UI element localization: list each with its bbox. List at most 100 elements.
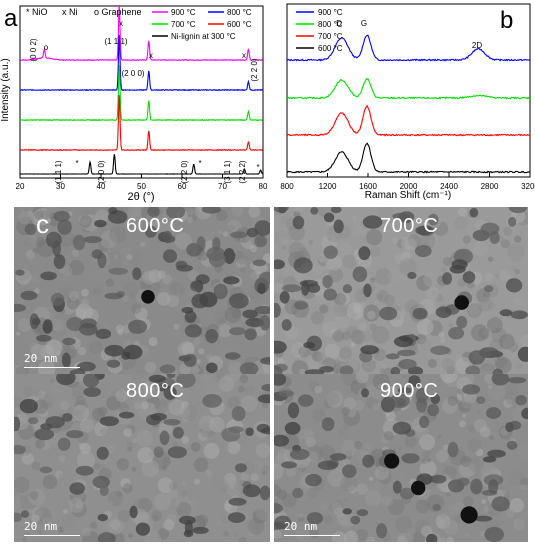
tem-particle	[14, 416, 21, 432]
tem-grain	[23, 236, 34, 248]
tem-particle	[397, 349, 416, 357]
tem-particle	[261, 384, 270, 392]
tem-grain	[105, 278, 114, 287]
tem-grain	[162, 457, 171, 466]
tem-particle	[99, 484, 109, 496]
tem-grain	[23, 386, 34, 398]
tem-grain	[385, 498, 393, 507]
tem-grain	[312, 409, 326, 422]
tem-grain	[510, 265, 517, 271]
tem-grain	[307, 358, 319, 370]
raman-series-line	[286, 34, 531, 62]
tem-grain	[500, 488, 508, 495]
tem-grain	[392, 443, 402, 454]
tem-grain	[249, 271, 258, 280]
tem-grain	[333, 293, 347, 306]
tem-grain	[237, 385, 245, 393]
tem-image-700: 700°C	[274, 207, 528, 374]
tem-grain	[394, 252, 407, 264]
tem-grain	[293, 359, 302, 367]
tem-grain	[515, 210, 528, 226]
tem-grain	[80, 298, 90, 308]
panel-letter-c: c	[36, 209, 49, 239]
tem-grain	[75, 395, 86, 406]
panel-letter-b: b	[500, 7, 513, 34]
tem-grain	[54, 470, 64, 479]
tem-grain	[149, 403, 156, 409]
tem-grain	[261, 465, 270, 475]
tem-grain	[183, 500, 198, 515]
tem-grain	[308, 429, 314, 436]
tem-particle	[487, 449, 506, 458]
tem-grain	[58, 473, 68, 483]
tem-particle	[94, 219, 107, 228]
tem-particle	[167, 446, 187, 459]
tem-grain	[182, 415, 189, 422]
tem-grain	[447, 395, 458, 407]
tem-grain	[327, 236, 332, 241]
tem-particle	[75, 465, 94, 476]
tem-grain	[71, 249, 80, 257]
tem-particle	[491, 496, 510, 512]
tem-grain	[340, 439, 358, 457]
tem-grain	[299, 428, 310, 440]
tem-grain	[311, 258, 327, 275]
tem-particle	[14, 445, 26, 455]
tem-grain	[28, 341, 35, 349]
tem-grain	[504, 381, 519, 395]
tem-grain	[160, 395, 179, 413]
tem-grain	[25, 212, 32, 219]
tem-particle	[356, 509, 369, 517]
tem-grain	[49, 378, 55, 384]
xrd-legend: * NiO x Ni o Graphene 900 °C 800 °C 700 °C 600…	[26, 7, 252, 41]
tem-grain	[352, 537, 358, 542]
tem-grain	[153, 493, 171, 511]
tem-grain	[514, 268, 520, 275]
tem-particle	[234, 463, 247, 473]
tem-particle	[274, 503, 284, 514]
tem-grain	[520, 477, 528, 486]
tem-grain	[14, 476, 30, 493]
tem-grain	[133, 235, 139, 241]
tem-grain	[424, 268, 434, 278]
tem-grain	[338, 429, 346, 437]
tem-grain	[343, 306, 358, 321]
tem-particle	[456, 316, 468, 329]
tem-grain	[123, 281, 138, 296]
tem-grain	[379, 368, 386, 374]
tem-grain	[216, 209, 228, 222]
tem-grain	[196, 359, 201, 364]
tem-grain	[454, 515, 462, 523]
tem-particle	[24, 223, 37, 235]
tem-particle	[462, 384, 481, 395]
tem-grain	[314, 405, 326, 417]
tem-grain	[377, 383, 383, 389]
tem-grain	[462, 235, 472, 244]
xrd-legend-label: 800 °C	[227, 8, 252, 17]
tem-grain	[508, 342, 519, 353]
tem-grain	[446, 365, 455, 374]
tem-grain	[512, 518, 526, 531]
tem-particle	[27, 417, 39, 425]
tem-grain	[350, 329, 366, 345]
tem-particle	[104, 344, 125, 357]
tem-grain	[141, 459, 159, 477]
tem-particle	[231, 406, 246, 422]
tem-grain	[128, 533, 133, 539]
tem-particle	[107, 359, 121, 368]
tem-particle	[97, 532, 116, 542]
tem-grain	[81, 288, 89, 297]
tem-grain	[454, 359, 459, 365]
tem-particle	[159, 430, 170, 446]
tem-grain	[221, 516, 230, 524]
tem-grain	[131, 374, 146, 383]
tem-grain	[400, 251, 411, 262]
tem-grain	[94, 422, 108, 437]
tem-grain	[60, 400, 70, 411]
tem-grain	[238, 536, 248, 542]
tem-particle	[385, 353, 400, 360]
tem-grain	[241, 395, 258, 412]
tem-particle	[20, 510, 30, 518]
tem-grain	[100, 230, 118, 249]
tem-particle	[474, 515, 493, 522]
